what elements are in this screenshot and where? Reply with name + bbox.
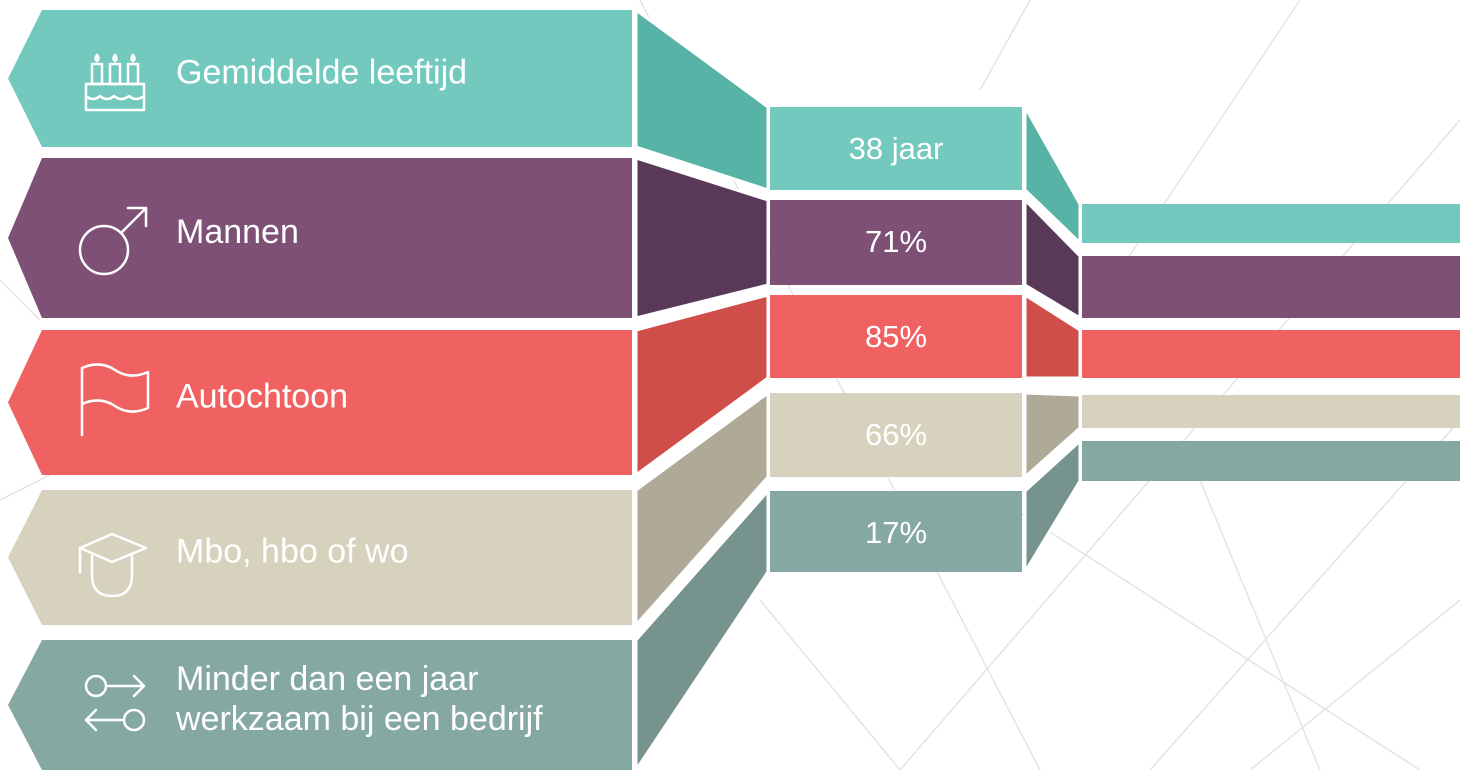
banner bbox=[8, 490, 632, 625]
connector bbox=[634, 487, 770, 770]
banner bbox=[8, 640, 632, 770]
strip bbox=[1082, 395, 1460, 428]
row-value: 85% bbox=[865, 319, 927, 354]
flag-icon bbox=[80, 363, 150, 437]
transfer-icon bbox=[84, 674, 146, 732]
row-label: Autochtoon bbox=[176, 377, 348, 415]
row-label: Mbo, hbo of wo bbox=[176, 532, 408, 570]
banner bbox=[8, 10, 632, 147]
banner bbox=[8, 158, 632, 318]
connector bbox=[634, 155, 770, 320]
connector bbox=[634, 7, 770, 193]
strip bbox=[1082, 256, 1460, 318]
connector bbox=[1023, 437, 1082, 578]
row-label: Minder dan een jaar bbox=[176, 660, 478, 698]
icons bbox=[78, 53, 150, 732]
row-label: Mannen bbox=[176, 213, 299, 251]
value-box bbox=[770, 295, 1022, 378]
row-value: 17% bbox=[865, 515, 927, 550]
connector bbox=[1023, 196, 1082, 321]
graduate-icon bbox=[78, 532, 148, 598]
row-value: 71% bbox=[865, 224, 927, 259]
connector bbox=[1023, 101, 1082, 247]
connector bbox=[1023, 292, 1082, 380]
connector bbox=[1023, 391, 1082, 481]
connector bbox=[634, 390, 770, 629]
shapes: Gemiddelde leeftijd 38 jaar Mannen 71% Autoc… bbox=[8, 7, 1460, 770]
value-box bbox=[770, 107, 1022, 190]
banner bbox=[8, 330, 632, 475]
value-box bbox=[770, 491, 1022, 572]
row-label: Gemiddelde leeftijd bbox=[176, 53, 467, 91]
strip bbox=[1082, 330, 1460, 378]
cake-icon bbox=[84, 53, 146, 112]
row-label: werkzaam bij een bedrijf bbox=[175, 700, 543, 738]
male-icon bbox=[78, 206, 148, 276]
strip bbox=[1082, 441, 1460, 481]
strip bbox=[1082, 204, 1460, 243]
value-box bbox=[770, 393, 1022, 477]
row-value: 66% bbox=[865, 417, 927, 452]
connector bbox=[634, 293, 770, 478]
row-value: 38 jaar bbox=[849, 131, 944, 166]
value-box bbox=[770, 200, 1022, 285]
